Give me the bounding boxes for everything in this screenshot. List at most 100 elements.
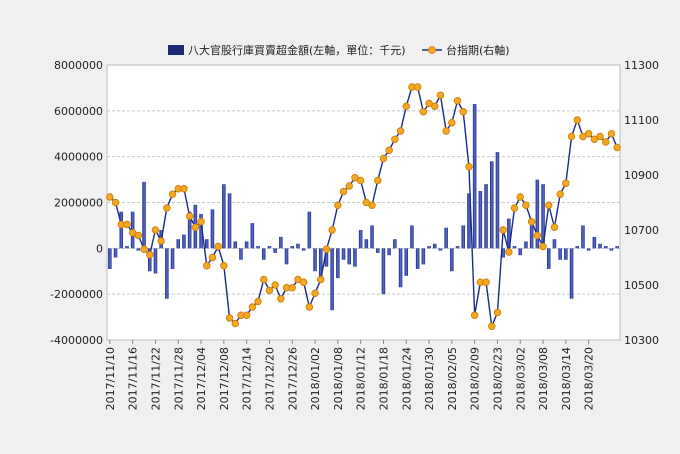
x-tick-label: 2018/03/14 (560, 347, 573, 410)
line-point (311, 289, 319, 297)
right-axis-tick-label: 11100 (624, 114, 659, 127)
bar (227, 193, 232, 249)
line-point (413, 83, 422, 91)
line-point (510, 204, 519, 212)
bar (244, 241, 249, 249)
left-axis-tick-label: 8000000 (54, 59, 103, 72)
x-tick-label: 2018/01/12 (355, 347, 368, 410)
bar (370, 225, 374, 249)
line-point (527, 218, 536, 226)
bar (609, 248, 614, 251)
line-point (396, 127, 405, 135)
bar (324, 248, 329, 267)
bar (353, 248, 357, 267)
line-point (180, 185, 188, 193)
bar (603, 246, 608, 249)
bar (296, 243, 300, 249)
x-tick-label: 2018/01/18 (377, 347, 390, 410)
x-tick-label: 2018/02/23 (491, 347, 504, 410)
line-point (391, 135, 399, 143)
bar (318, 248, 323, 279)
bar (313, 248, 317, 272)
bar (239, 248, 243, 260)
line-point (305, 303, 314, 311)
line-point (596, 132, 604, 141)
x-tick-label: 2018/02/05 (446, 347, 459, 410)
bar (307, 211, 312, 249)
line-point (168, 190, 177, 198)
line-point (436, 91, 445, 99)
line-point (607, 130, 616, 138)
line-point (146, 251, 154, 259)
line-point (465, 163, 473, 171)
bar (364, 239, 369, 249)
left-axis-tick-label: -2000000 (50, 288, 103, 301)
line-point (402, 102, 410, 110)
bar (398, 248, 403, 288)
line-point (385, 146, 393, 154)
line-point (208, 253, 217, 262)
line-point (220, 262, 228, 270)
bar (273, 248, 277, 253)
line-point (482, 278, 490, 286)
bar (592, 236, 597, 249)
bar (524, 241, 528, 249)
line-point (260, 275, 268, 284)
x-axis-ticks: 2017/11/10 2017/11/16 2017/11/22 2017/11/28… (104, 340, 596, 410)
bar (279, 236, 283, 249)
bar (438, 248, 443, 251)
bar (478, 191, 483, 249)
bar (176, 239, 181, 249)
line-point (470, 311, 479, 319)
line-point (134, 231, 143, 240)
bar (125, 246, 129, 249)
bar (518, 248, 523, 256)
bar (267, 246, 272, 249)
line-point (317, 275, 325, 284)
line-point (453, 97, 462, 105)
legend-line-marker (428, 46, 436, 54)
right-axis-tick-label: 10300 (624, 334, 659, 347)
line-point (299, 278, 308, 286)
right-axis-tick-label: 11300 (624, 59, 659, 72)
line-point (271, 281, 279, 289)
bar (108, 248, 112, 269)
bar (347, 248, 352, 265)
bar (455, 246, 460, 249)
bar (375, 248, 380, 253)
line-point (248, 303, 257, 311)
bar (119, 211, 124, 249)
bar (142, 181, 146, 249)
line-point (562, 179, 570, 187)
line-point (459, 108, 467, 116)
x-tick-label: 2017/11/16 (127, 347, 140, 410)
x-tick-label: 2017/12/14 (241, 347, 254, 410)
legend-line-label: 台指期(右軸) (446, 43, 510, 57)
bar (210, 209, 215, 249)
bar (489, 161, 494, 249)
bar (535, 179, 540, 249)
line-point (368, 201, 376, 209)
line-point (442, 127, 450, 135)
line-point (573, 116, 581, 124)
line-series (106, 83, 621, 330)
bar (199, 213, 203, 249)
x-tick-label: 2017/11/28 (172, 347, 185, 410)
bar (501, 248, 505, 258)
left-axis-tick-label: 0 (96, 242, 103, 255)
x-tick-label: 2017/11/22 (149, 347, 162, 410)
x-tick-label: 2018/01/02 (309, 347, 322, 410)
x-tick-label: 2018/03/20 (583, 347, 596, 410)
bar (284, 248, 289, 265)
right-axis-ticks: 10300 10500 10700 10900 11100 11300 (624, 59, 659, 347)
bar (410, 225, 414, 249)
bar (187, 211, 192, 249)
bar (512, 246, 517, 249)
line-point (505, 248, 513, 256)
bar (564, 248, 568, 260)
line-point (322, 245, 331, 253)
bar (529, 225, 534, 249)
line-point (242, 311, 251, 319)
legend: 八大官股行庫買賣超金額(左軸，單位：千元) 台指期(右軸) (168, 43, 510, 57)
